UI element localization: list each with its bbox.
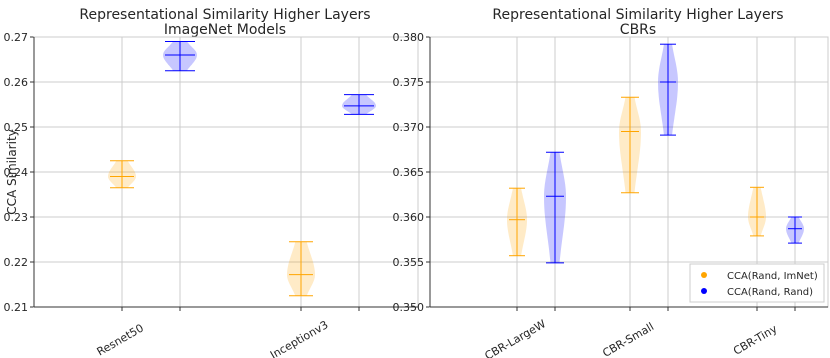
legend: CCA(Rand, ImNet) CCA(Rand, Rand)	[689, 263, 825, 303]
x-tick-label-cbr-largew: CBR-LargeW	[482, 317, 548, 358]
y-tick-label: 0.355	[393, 256, 425, 269]
y-tick-label: 0.365	[393, 166, 425, 179]
chart-subtitle: CBRs	[620, 22, 656, 38]
x-tick-label-resnet50: Resnet50	[95, 321, 146, 358]
y-tick-label: 0.375	[393, 76, 425, 89]
y-tick-label: 0.22	[4, 256, 29, 269]
y-tick-label: 0.360	[393, 211, 425, 224]
legend-box	[689, 263, 825, 303]
legend-label-rand-imnet: CCA(Rand, ImNet)	[727, 271, 818, 282]
y-tick-label: 0.370	[393, 121, 425, 134]
chart-title-line1: Representational Similarity Higher Layer…	[492, 7, 783, 23]
y-tick-label: 0.23	[4, 211, 29, 224]
x-tick-label-cbr-small: CBR-Small	[600, 320, 656, 358]
chart-title-line1: Representational Similarity Higher Layer…	[79, 7, 370, 23]
y-tick-label: 0.380	[393, 31, 425, 44]
y-tick-label: 0.21	[4, 301, 29, 314]
y-tick-label: 0.350	[393, 301, 425, 314]
legend-marker-rand-imnet	[701, 272, 707, 278]
y-tick-label: 0.26	[4, 76, 29, 89]
panel-imagenet-models: Representational Similarity Higher Layer…	[4, 7, 419, 358]
legend-marker-rand-rand	[701, 288, 707, 294]
legend-label-rand-rand: CCA(Rand, Rand)	[727, 287, 813, 298]
y-axis-label: CCA Similarity	[5, 129, 19, 215]
panel-cbrs: Representational Similarity Higher Layer…	[393, 7, 829, 358]
x-tick-label-inceptionv3: Inceptionv3	[268, 318, 330, 358]
y-tick-label: 0.27	[4, 31, 29, 44]
y-tick-label: 0.25	[4, 121, 29, 134]
chart-subtitle: ImageNet Models	[164, 22, 286, 38]
y-tick-label: 0.24	[4, 166, 29, 179]
x-tick-label-cbr-tiny: CBR-Tiny	[731, 322, 780, 358]
